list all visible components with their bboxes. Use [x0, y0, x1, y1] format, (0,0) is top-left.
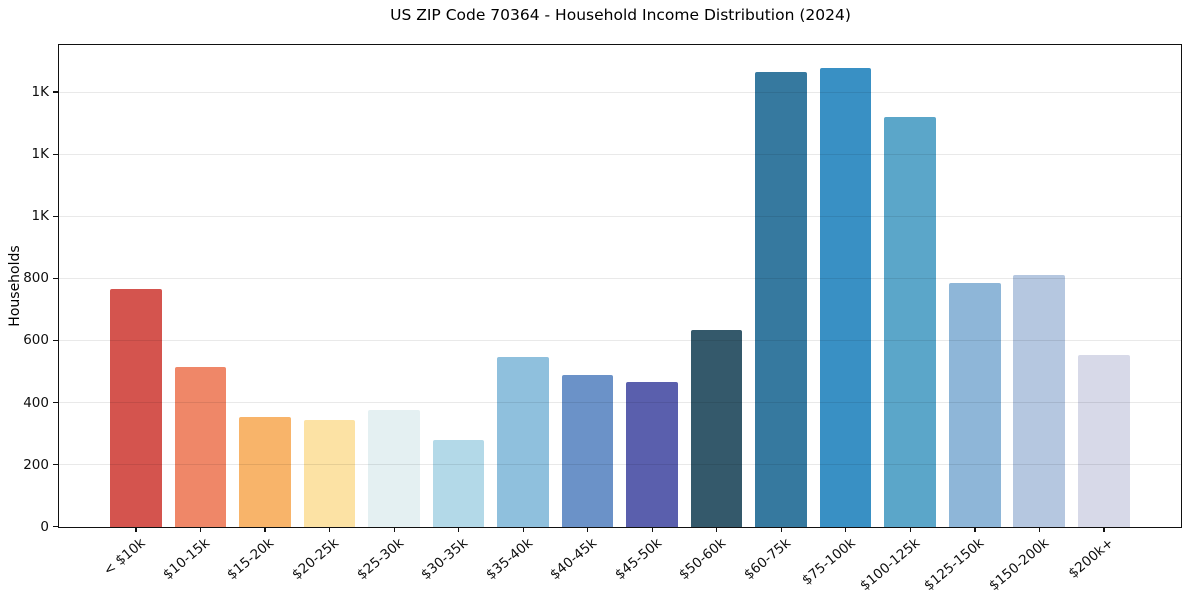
bar-30-35k — [432, 440, 485, 527]
bar-75-100k — [819, 68, 872, 527]
bar-60-75k — [755, 72, 807, 527]
bar-20-25k — [303, 419, 356, 527]
y-tick-label: 200 — [23, 456, 49, 473]
gridline — [59, 278, 1181, 280]
y-tick-label: 1K — [31, 146, 49, 163]
x-tick-mark — [587, 527, 589, 533]
x-tick-mark — [716, 527, 718, 533]
x-tick-label: $200k+ — [1065, 534, 1117, 582]
bar-200k — [1077, 354, 1130, 527]
x-tick-label: < $10k — [100, 534, 149, 579]
x-tick-mark — [328, 527, 331, 533]
gridline — [59, 464, 1181, 466]
x-tick-label: $20-25k — [288, 534, 342, 583]
chart-title: US ZIP Code 70364 - Household Income Dis… — [390, 6, 851, 24]
y-tick-label: 0 — [40, 518, 49, 535]
x-tick-label: $15-20k — [224, 534, 278, 583]
x-tick-label: $60-75k — [740, 534, 794, 583]
x-tick-label: $40-45k — [547, 534, 601, 583]
x-tick-label: $125-150k — [921, 534, 988, 590]
x-tick-mark — [651, 527, 653, 533]
gridline — [59, 153, 1181, 155]
x-tick-mark — [1038, 527, 1041, 533]
bar-100-125k — [884, 117, 936, 527]
x-tick-mark — [780, 527, 782, 533]
y-tick-label: 600 — [23, 332, 49, 349]
bar-10-15k — [174, 367, 227, 527]
x-tick-label: $150-200k — [985, 534, 1052, 590]
x-tick-mark — [135, 527, 137, 533]
bar-150-200k — [1013, 274, 1066, 527]
bar-50-60k — [690, 329, 743, 527]
x-tick-mark — [264, 527, 266, 533]
y-tick-label: 1K — [31, 208, 49, 225]
x-tick-label: $50-60k — [676, 534, 730, 583]
x-tick-mark — [199, 527, 202, 533]
x-tick-mark — [522, 527, 524, 533]
y-tick-label: 400 — [23, 394, 49, 411]
x-tick-label: $30-35k — [418, 534, 471, 583]
x-tick-label: $35-40k — [482, 534, 536, 583]
y-axis-label: Households — [7, 245, 23, 327]
bar-15-20k — [239, 417, 291, 527]
x-tick-mark — [845, 527, 847, 533]
gridline — [59, 91, 1181, 93]
gridline — [59, 216, 1181, 218]
x-tick-label: $45-50k — [611, 534, 665, 583]
x-tick-label: $25-30k — [353, 534, 407, 583]
bar-40-45k — [561, 375, 614, 527]
bar-35-40k — [497, 357, 549, 527]
x-tick-mark — [1103, 527, 1105, 533]
y-tick-label: 1K — [31, 84, 49, 101]
bar-125-150k — [948, 282, 1001, 527]
x-tick-mark — [458, 527, 460, 533]
x-tick-mark — [974, 527, 976, 533]
x-tick-label: $100-125k — [856, 534, 923, 590]
bar-45-50k — [626, 382, 678, 527]
x-tick-label: $75-100k — [798, 534, 859, 589]
bar-10k — [109, 289, 162, 527]
bar-25-30k — [368, 409, 420, 527]
gridline — [59, 340, 1181, 342]
x-tick-mark — [909, 527, 911, 533]
x-tick-label: $10-15k — [159, 534, 213, 583]
x-tick-mark — [393, 527, 395, 533]
gridline — [59, 402, 1181, 404]
plot-area — [58, 44, 1182, 528]
